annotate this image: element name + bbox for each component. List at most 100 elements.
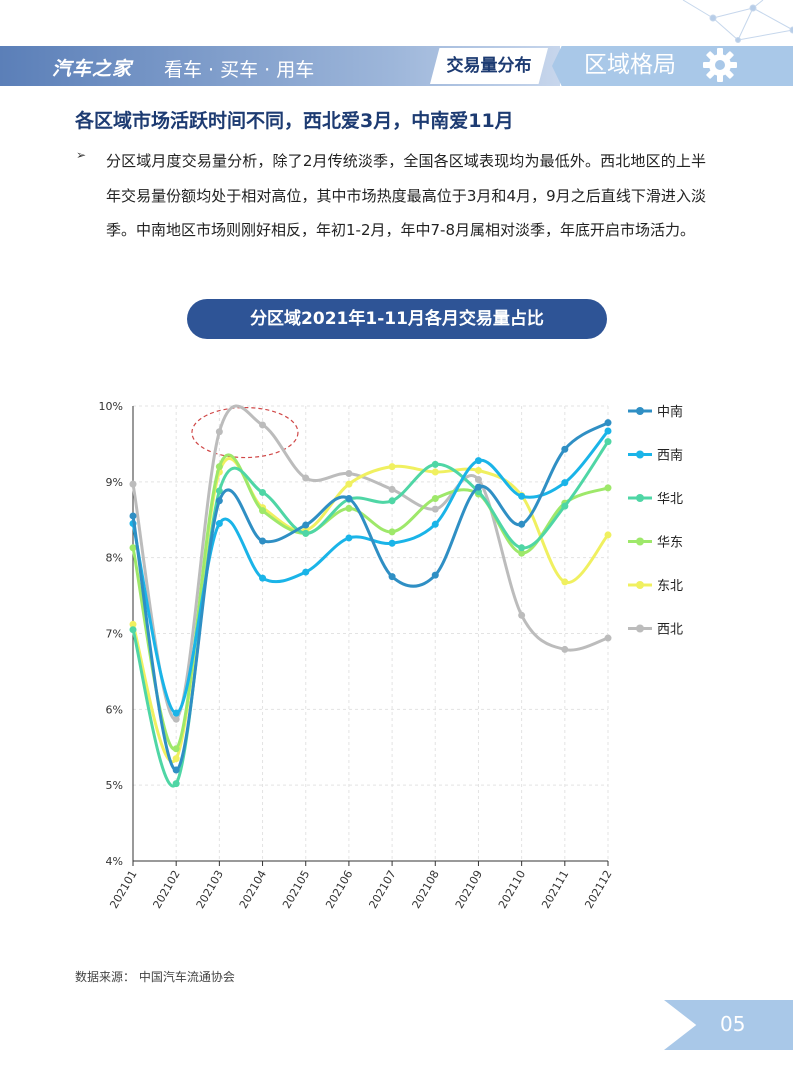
data-point-西南: [302, 568, 310, 576]
y-tick-label: 10%: [99, 400, 123, 413]
legend-swatch-dot: [636, 407, 644, 415]
section-tag: 交易量分布: [430, 48, 548, 84]
brand-logo: 汽车之家: [52, 58, 133, 80]
line-chart: 4% 5% 6% 7% 8% 9% 10% 202101 202102 202103 202104 2…: [99, 400, 683, 911]
legend-label: 东北: [657, 579, 683, 594]
data-point-华东: [215, 463, 223, 471]
data-point-西北: [604, 634, 612, 642]
data-point-华东: [259, 507, 267, 515]
data-point-华北: [518, 544, 526, 552]
region-tag: 区域格局: [584, 52, 676, 78]
x-tick-label: 202103: [194, 868, 226, 911]
x-tick-label: 202111: [539, 868, 571, 911]
x-tick-label: 202109: [453, 868, 485, 911]
data-point-西北: [388, 485, 396, 493]
data-point-中南: [388, 573, 396, 581]
legend-swatch-dot: [636, 624, 644, 633]
y-tick-label: 9%: [106, 476, 123, 489]
data-point-华北: [215, 487, 223, 495]
page-number: 05: [720, 1012, 746, 1036]
data-point-西南: [561, 479, 569, 487]
y-tick-label: 5%: [106, 779, 123, 792]
data-point-西南: [259, 574, 267, 582]
legend-label: 西南: [657, 448, 683, 464]
y-tick-label: 8%: [106, 552, 123, 565]
data-point-华北: [431, 460, 439, 468]
x-tick-label: 202110: [496, 868, 528, 911]
legend-swatch-dot: [636, 537, 644, 546]
data-point-西北: [561, 645, 569, 653]
highlight-ellipse: [191, 406, 299, 459]
data-point-西南: [518, 492, 526, 500]
x-tick-label: 202101: [107, 868, 139, 911]
region-tag-background: [552, 46, 793, 86]
data-point-中南: [215, 497, 223, 505]
analysis-paragraph: 分区域月度交易量分析，除了2月传统淡季，全国各区域表现均为最低外。西北地区的上半…: [106, 152, 706, 239]
x-tick-label: 202107: [366, 868, 398, 911]
data-point-西北: [215, 428, 223, 436]
series-line-华北: [131, 440, 610, 788]
data-point-东北: [172, 755, 180, 763]
data-point-华东: [431, 495, 439, 503]
data-point-中南: [474, 483, 482, 491]
data-point-华北: [129, 626, 137, 634]
data-point-西南: [388, 539, 396, 547]
data-point-中南: [431, 571, 439, 579]
legend-swatch-dot: [636, 450, 644, 459]
bullet-arrow-icon: ➢: [76, 148, 87, 162]
data-point-西南: [474, 457, 482, 465]
data-point-华北: [388, 497, 396, 505]
data-point-华北: [172, 780, 180, 788]
data-point-东北: [345, 480, 353, 488]
data-point-华东: [604, 484, 612, 492]
data-point-东北: [129, 620, 137, 628]
legend-label: 西北: [657, 623, 683, 638]
data-point-东北: [604, 531, 612, 539]
data-point-西北: [302, 474, 310, 482]
y-tick-label: 6%: [106, 703, 123, 716]
data-point-中南: [345, 495, 353, 503]
data-point-中南: [561, 445, 569, 453]
data-point-西南: [604, 427, 612, 435]
page-heading: 各区域市场活跃时间不同，西北爱3月，中南爱11月: [75, 110, 514, 132]
data-point-华东: [129, 544, 137, 552]
brand-slogan: 看车 · 买车 · 用车: [164, 59, 315, 81]
y-tick-label: 7%: [106, 628, 123, 641]
data-point-西北: [474, 476, 482, 484]
data-point-中南: [259, 537, 267, 545]
data-point-华东: [388, 528, 396, 536]
data-point-东北: [388, 463, 396, 471]
x-tick-label: 202106: [323, 868, 355, 911]
data-point-中南: [172, 766, 180, 774]
data-point-中南: [302, 521, 310, 529]
legend-swatch-dot: [636, 581, 644, 589]
network-decoration: [682, 0, 793, 43]
data-point-西北: [172, 715, 180, 723]
data-point-华北: [302, 529, 310, 537]
data-point-西南: [215, 520, 223, 528]
data-point-中南: [518, 520, 526, 528]
data-point-西北: [518, 611, 526, 619]
x-tick-label: 202108: [410, 868, 442, 911]
data-point-华东: [345, 504, 353, 512]
data-point-中南: [129, 512, 137, 520]
data-point-华东: [172, 745, 180, 753]
x-tick-label: 202105: [280, 868, 312, 911]
data-point-西北: [431, 505, 439, 513]
data-point-华东: [518, 549, 526, 557]
data-point-东北: [474, 466, 482, 474]
gear-icon: [703, 48, 737, 82]
legend-label: 华东: [657, 536, 683, 551]
data-point-西南: [172, 709, 180, 717]
data-point-中南: [604, 419, 612, 427]
data-point-西南: [345, 534, 353, 542]
series-line-中南: [131, 421, 609, 772]
data-point-西南: [431, 520, 439, 528]
legend-label: 华北: [657, 492, 683, 507]
data-point-东北: [561, 578, 569, 586]
data-point-西北: [129, 480, 137, 488]
y-tick-label: 4%: [106, 855, 123, 868]
legend-label: 中南: [657, 404, 683, 420]
data-point-华北: [561, 502, 569, 510]
data-point-华北: [604, 438, 612, 446]
